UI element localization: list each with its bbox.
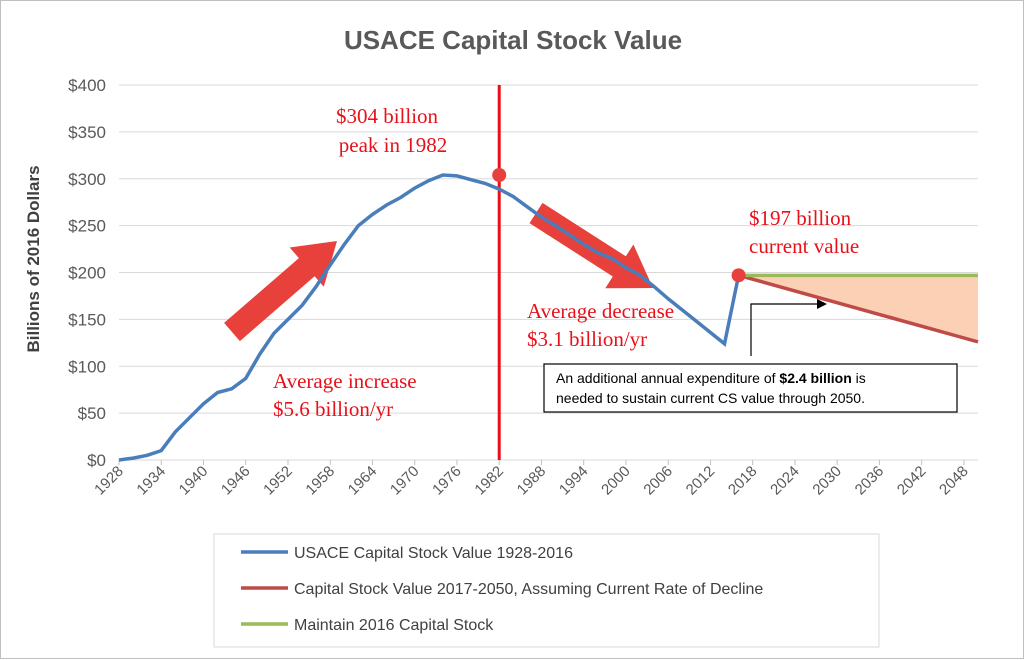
note-box — [543, 363, 958, 413]
note-arrowhead — [817, 299, 827, 309]
series-line-decline — [738, 273, 979, 344]
x-tick-label: 1994 — [556, 463, 592, 499]
y-tick-label: $350 — [68, 123, 106, 142]
x-tick-labels: 1928 1934 1940 1946 1952 1958 1964 1970 1976 1982… — [91, 460, 972, 498]
note-text-line1: An additional annual expenditure of $2.4… — [556, 370, 866, 386]
legend-label-historical: USACE Capital Stock Value 1928-2016 — [294, 545, 573, 562]
legend-box — [213, 533, 880, 648]
chart-title: USACE Capital Stock Value — [344, 25, 682, 55]
legend-label-decline: Capital Stock Value 2017-2050, Assuming … — [294, 581, 763, 598]
legend-label-maintain: Maintain 2016 Capital Stock — [294, 617, 494, 634]
increase-annotation-line2: $5.6 billion/yr — [273, 397, 393, 421]
current-annotation-line1: $197 billion — [749, 206, 852, 230]
note-text-line2: needed to sustain current CS value throu… — [556, 390, 865, 406]
series-line-historical — [118, 173, 741, 462]
y-tick-label: $250 — [68, 217, 106, 236]
y-tick-labels: $0 $50 $100 $150 $200 $250 $300 $350 $400 — [68, 76, 106, 470]
y-tick-label: $400 — [68, 76, 106, 95]
note-connector — [750, 303, 819, 356]
x-tick-label: 1952 — [260, 463, 296, 499]
x-tick-label: 2048 — [936, 463, 972, 499]
peak-annotation-line2: peak in 1982 — [339, 133, 447, 157]
decrease-annotation-line1: Average decrease — [527, 299, 674, 323]
x-tick-label: 1976 — [429, 463, 465, 499]
y-tick-label: $200 — [68, 264, 106, 283]
x-tick-label: 1964 — [345, 463, 381, 499]
y-tick-label: $0 — [87, 451, 106, 470]
y-tick-label: $300 — [68, 170, 106, 189]
peak-marker — [492, 168, 507, 182]
x-tick-label: 1934 — [133, 463, 169, 499]
increase-annotation-line1: Average increase — [273, 369, 417, 393]
current-annotation-line2: current value — [749, 234, 859, 258]
decrease-arrow — [529, 202, 653, 289]
x-tick-label: 2024 — [767, 463, 803, 499]
x-tick-label: 1988 — [514, 463, 550, 499]
x-tick-label: 2042 — [894, 463, 930, 499]
x-tick-label: 1970 — [387, 463, 423, 499]
x-tick-label: 2000 — [598, 463, 634, 499]
x-tick-label: 2006 — [640, 463, 676, 499]
y-tick-label: $150 — [68, 310, 106, 329]
x-tick-label: 1946 — [218, 463, 254, 499]
y-tick-label: $50 — [78, 404, 106, 423]
x-tick-label: 2036 — [852, 463, 888, 499]
peak-annotation-line1: $304 billion — [336, 104, 439, 128]
decrease-annotation-line2: $3.1 billion/yr — [527, 327, 647, 351]
x-tick-label: 1958 — [302, 463, 338, 499]
expenditure-note: An additional annual expenditure of $2.4… — [543, 299, 958, 413]
increase-arrow — [224, 241, 337, 342]
x-tick-label: 2012 — [683, 463, 719, 499]
x-tick-label: 2030 — [809, 463, 845, 499]
y-axis-label: Billions of 2016 Dollars — [24, 165, 43, 352]
x-tick-label: 1982 — [471, 463, 507, 499]
legend: USACE Capital Stock Value 1928-2016 Capi… — [213, 533, 880, 648]
x-tick-label: 2018 — [725, 463, 761, 499]
current-marker — [731, 268, 746, 283]
x-tick-label: 1940 — [176, 463, 212, 499]
y-tick-label: $100 — [68, 357, 106, 376]
